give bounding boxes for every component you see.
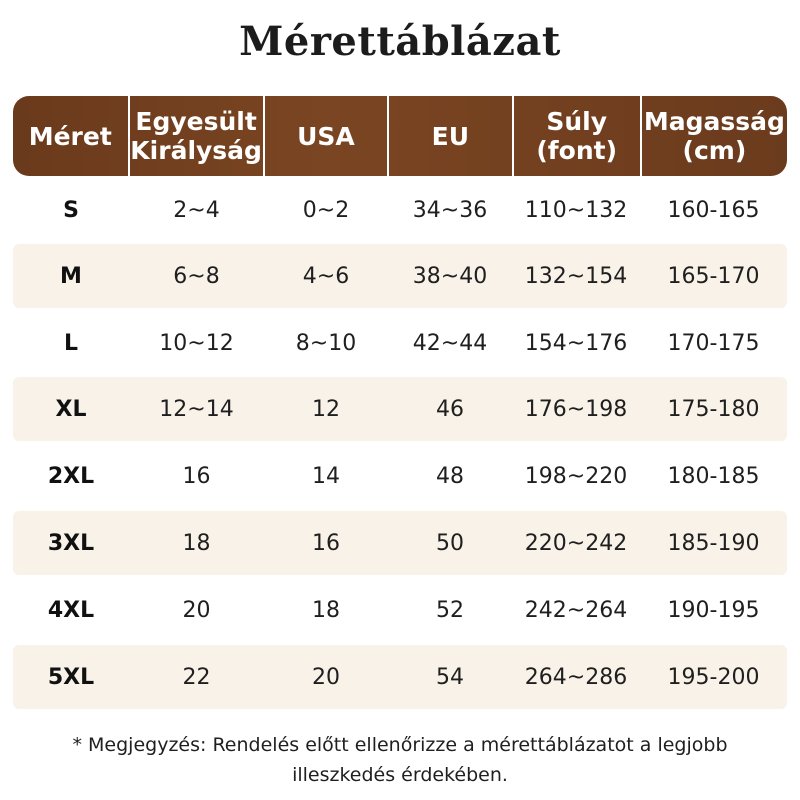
- footnote-line-2: illeszkedés érdekében.: [292, 764, 508, 786]
- cell-size: 2XL: [47, 463, 95, 489]
- footnote: * Megjegyzés: Rendelés előtt ellenőrizze…: [40, 730, 760, 790]
- cell-size: 3XL: [47, 530, 95, 556]
- cell-usa: 12: [312, 396, 340, 422]
- cell-weight: 242~264: [524, 597, 628, 623]
- table-row: 5XL 22 20 54 264~286 195-200: [13, 645, 787, 709]
- header-eu: EU: [387, 96, 511, 176]
- cell-size: 4XL: [47, 597, 95, 623]
- cell-eu: 50: [436, 530, 464, 556]
- cell-weight: 176~198: [524, 396, 628, 422]
- table-row: S 2~4 0~2 34~36 110~132 160-165: [13, 178, 787, 242]
- header-usa: USA: [262, 96, 387, 176]
- footnote-line-1: * Megjegyzés: Rendelés előtt ellenőrizze…: [72, 734, 728, 756]
- header-height: Magasság (cm): [639, 96, 787, 176]
- cell-weight: 154~176: [524, 330, 628, 356]
- cell-height: 160-165: [667, 197, 760, 223]
- header-size: Méret: [28, 121, 112, 151]
- cell-uk: 20: [182, 597, 211, 623]
- cell-size: 5XL: [47, 664, 95, 690]
- cell-usa: 8~10: [295, 330, 357, 356]
- cell-eu: 38~40: [412, 263, 488, 289]
- cell-eu: 48: [436, 463, 464, 489]
- cell-weight: 110~132: [524, 197, 628, 223]
- table-row: L 10~12 8~10 42~44 154~176 170-175: [13, 311, 787, 375]
- page-title: Mérettáblázat: [239, 18, 561, 65]
- table-row: 4XL 20 18 52 242~264 190-195: [13, 578, 787, 642]
- table-row: XL 12~14 12 46 176~198 175-180: [13, 377, 787, 441]
- cell-weight: 132~154: [524, 263, 628, 289]
- cell-eu: 46: [436, 396, 464, 422]
- table-row: M 6~8 4~6 38~40 132~154 165-170: [13, 244, 787, 308]
- cell-height: 175-180: [667, 396, 760, 422]
- table-row: 2XL 16 14 48 198~220 180-185: [13, 444, 787, 508]
- cell-weight: 220~242: [524, 530, 628, 556]
- cell-uk: 10~12: [159, 330, 234, 356]
- cell-height: 180-185: [667, 463, 760, 489]
- cell-height: 165-170: [667, 263, 760, 289]
- cell-size: S: [63, 197, 79, 223]
- cell-eu: 34~36: [412, 197, 488, 223]
- table-row: 3XL 18 16 50 220~242 185-190: [13, 511, 787, 575]
- header-uk: Egyesült Királyság: [127, 96, 263, 176]
- cell-height: 195-200: [667, 664, 760, 690]
- cell-eu: 52: [436, 597, 464, 623]
- cell-size: XL: [55, 396, 87, 422]
- cell-usa: 20: [312, 664, 340, 690]
- cell-usa: 14: [312, 463, 340, 489]
- cell-uk: 12~14: [159, 396, 234, 422]
- cell-height: 190-195: [667, 597, 760, 623]
- cell-uk: 6~8: [173, 263, 220, 289]
- table-header: Méret Egyesült Királyság USA EU Súly (fo…: [13, 96, 787, 176]
- cell-eu: 54: [436, 664, 464, 690]
- cell-uk: 16: [182, 463, 211, 489]
- cell-uk: 18: [182, 530, 211, 556]
- cell-height: 185-190: [667, 530, 760, 556]
- cell-size: L: [63, 330, 79, 356]
- header-weight: Súly (font): [511, 96, 640, 176]
- cell-height: 170-175: [667, 330, 760, 356]
- cell-eu: 42~44: [412, 330, 488, 356]
- cell-usa: 16: [312, 530, 340, 556]
- cell-uk: 2~4: [173, 197, 220, 223]
- cell-uk: 22: [182, 664, 211, 690]
- cell-usa: 0~2: [302, 197, 350, 223]
- cell-size: M: [60, 263, 82, 289]
- cell-weight: 264~286: [524, 664, 628, 690]
- cell-usa: 18: [312, 597, 340, 623]
- cell-weight: 198~220: [524, 463, 628, 489]
- cell-usa: 4~6: [302, 263, 350, 289]
